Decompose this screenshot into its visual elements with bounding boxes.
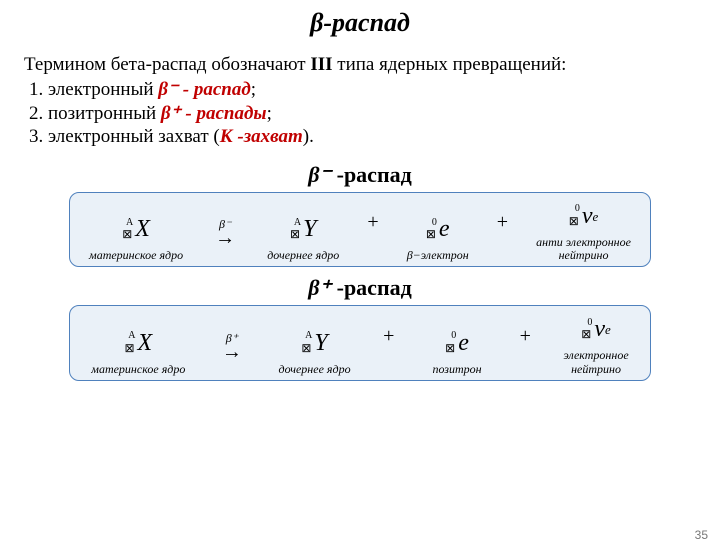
term-label: дочернее ядро bbox=[267, 249, 339, 262]
li3-post: ). bbox=[303, 126, 314, 147]
term-label: дочернее ядро bbox=[279, 363, 351, 376]
arrow: β⁻ → bbox=[207, 218, 243, 262]
term-label: электронноенейтрино bbox=[563, 349, 628, 375]
plus-sign: + bbox=[516, 325, 535, 364]
arrow-icon: → bbox=[222, 342, 242, 362]
neutrino: 0⊠νe электронноенейтрино bbox=[563, 312, 628, 375]
term-label: материнское ядро bbox=[89, 249, 183, 262]
daughter-nucleus: A⊠Y дочернее ядро bbox=[279, 326, 351, 376]
element-symbol: X bbox=[138, 331, 153, 355]
intro-bold: III bbox=[310, 54, 332, 75]
subscript: e bbox=[605, 323, 611, 336]
list-item: электронный β⁻ - распад; bbox=[48, 78, 720, 101]
li3-hl: К -захват bbox=[220, 126, 303, 147]
element-symbol: X bbox=[135, 217, 150, 241]
li2-pre: позитронный bbox=[48, 103, 161, 124]
beta-minus-symbol: β⁻ bbox=[308, 162, 331, 187]
anti-neutrino: 0⊠νe анти электронноенейтрино bbox=[536, 199, 631, 262]
beta-minus-title: β⁻ -распад bbox=[0, 162, 720, 188]
intro-text: Термином бета-распад обозначают III типа… bbox=[0, 54, 720, 76]
mass-number: 0 bbox=[451, 331, 456, 342]
term-label: позитрон bbox=[432, 363, 481, 376]
positron: 0⊠e позитрон bbox=[427, 326, 487, 376]
subscript: e bbox=[592, 210, 598, 223]
page-title: β-распад bbox=[0, 8, 720, 38]
beta-plus-title: β⁺ -распад bbox=[0, 275, 720, 301]
li1-hl: β⁻ - распад bbox=[158, 79, 251, 100]
daughter-nucleus: A⊠Y дочернее ядро bbox=[267, 212, 339, 262]
list-item: электронный захват (К -захват). bbox=[48, 126, 720, 148]
intro-post: типа ядерных превращений: bbox=[333, 54, 567, 75]
particle-symbol: e bbox=[458, 331, 469, 355]
beta-electron: 0⊠e β−электрон bbox=[407, 212, 469, 262]
beta-plus-formula-box: A⊠X материнское ядро β⁺ → A⊠Y дочернее я… bbox=[69, 305, 651, 380]
arrow-icon: → bbox=[215, 228, 235, 248]
particle-symbol: ν bbox=[582, 204, 593, 228]
list-item: позитронный β⁺ - распады; bbox=[48, 102, 720, 125]
li2-post: ; bbox=[267, 103, 272, 124]
li1-post: ; bbox=[251, 79, 256, 100]
mass-number: A bbox=[305, 331, 312, 342]
element-symbol: Y bbox=[303, 217, 316, 241]
plus-sign: + bbox=[493, 211, 512, 250]
particle-symbol: e bbox=[439, 217, 450, 241]
li3-pre: электронный захват ( bbox=[48, 126, 220, 147]
particle-symbol: ν bbox=[594, 317, 605, 341]
intro-pre: Термином бета-распад обозначают bbox=[24, 54, 310, 75]
mass-number: A bbox=[128, 331, 135, 342]
parent-nucleus: A⊠X материнское ядро bbox=[91, 326, 185, 376]
li1-pre: электронный bbox=[48, 79, 158, 100]
term-label: β−электрон bbox=[407, 249, 469, 262]
decay-type-list: электронный β⁻ - распад; позитронный β⁺ … bbox=[0, 78, 720, 148]
beta-plus-symbol: β⁺ bbox=[308, 275, 331, 300]
beta-plus-title-rest: -распад bbox=[331, 275, 412, 300]
element-symbol: Y bbox=[314, 331, 327, 355]
beta-minus-formula-box: A⊠X материнское ядро β⁻ → A⊠Y дочернее я… bbox=[69, 192, 651, 267]
term-label: анти электронноенейтрино bbox=[536, 236, 631, 262]
li2-hl: β⁺ - распады bbox=[161, 103, 267, 124]
plus-sign: + bbox=[363, 211, 382, 250]
arrow: β⁺ → bbox=[214, 332, 250, 376]
term-label: материнское ядро bbox=[91, 363, 185, 376]
beta-minus-title-rest: -распад bbox=[331, 162, 412, 187]
parent-nucleus: A⊠X материнское ядро bbox=[89, 212, 183, 262]
plus-sign: + bbox=[379, 325, 398, 364]
